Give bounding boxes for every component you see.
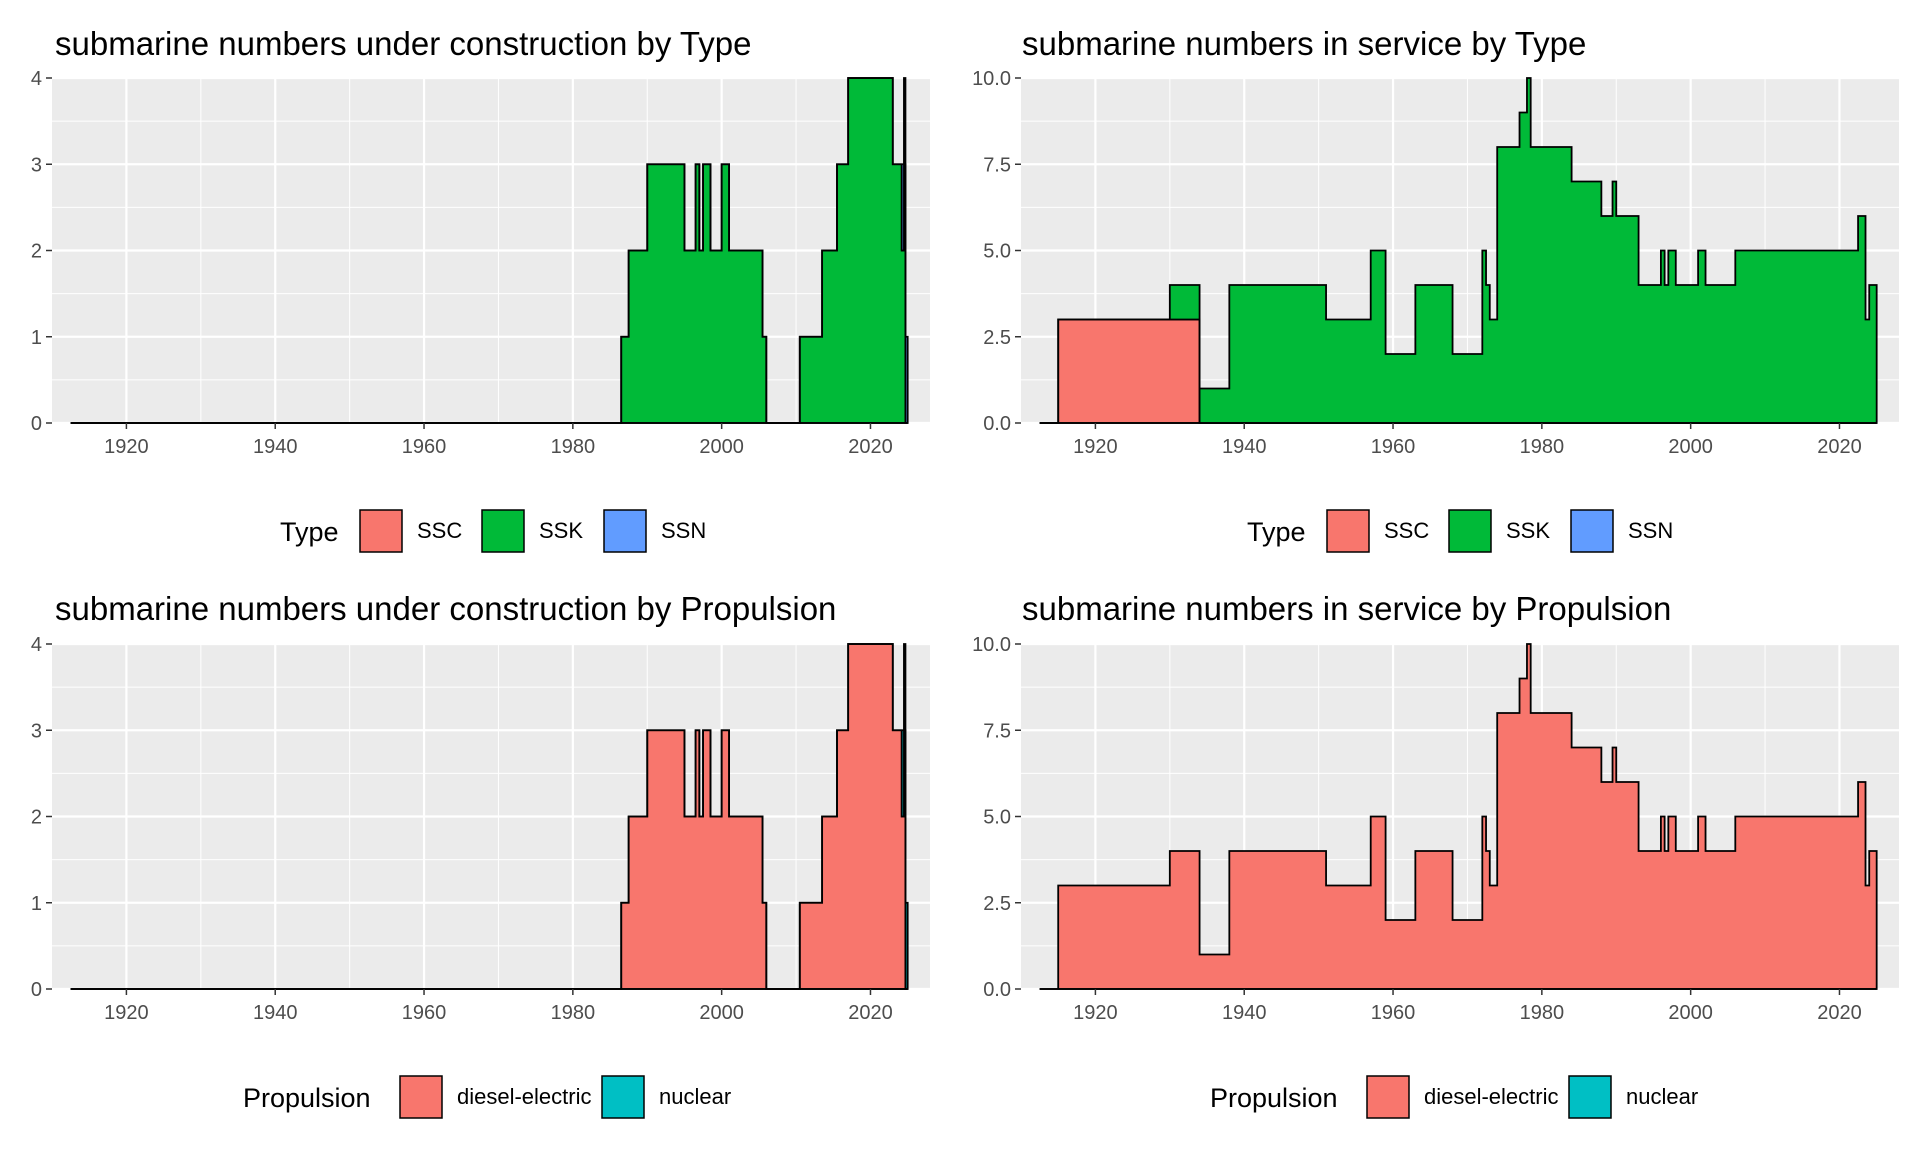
legend-label-diesel-electric: diesel-electric [457, 1084, 592, 1109]
legend-title: Propulsion [1210, 1083, 1338, 1113]
legend-title: Type [1247, 517, 1306, 547]
legend-label-SSC: SSC [1384, 518, 1429, 543]
y-tick-label: 1 [31, 327, 42, 349]
y-tick-label: 0.0 [983, 413, 1011, 435]
legend-key-SSN [603, 509, 647, 553]
legend: Propulsion diesel-electric nuclear [1210, 1075, 1698, 1119]
y-tick-label: 2 [31, 241, 42, 263]
x-tick-label: 2000 [1668, 436, 1713, 458]
legend-key-diesel-electric [1366, 1075, 1410, 1119]
legend-label-SSK: SSK [1506, 518, 1550, 543]
legend-key-SSN [1570, 509, 1614, 553]
x-tick-label: 1940 [1222, 1002, 1267, 1024]
y-tick-label: 3 [31, 154, 42, 176]
legend-label-SSN: SSN [661, 518, 706, 543]
legend-key-nuclear [601, 1075, 645, 1119]
y-tick-label: 4 [31, 634, 42, 656]
x-tick-label: 2020 [1817, 1002, 1862, 1024]
chart-title: submarine numbers in service by Propulsi… [1022, 590, 1671, 627]
x-tick-label: 1920 [104, 436, 149, 458]
x-tick-label: 1980 [1520, 436, 1565, 458]
legend-key-SSK [1448, 509, 1492, 553]
legend: Type SSC SSK SSN [280, 509, 706, 553]
x-tick-label: 2020 [848, 436, 893, 458]
legend: Propulsion diesel-electric nuclear [243, 1075, 731, 1119]
legend-title: Propulsion [243, 1083, 371, 1113]
legend-label-nuclear: nuclear [659, 1084, 731, 1109]
x-tick-label: 2020 [1817, 436, 1862, 458]
x-tick-label: 2000 [1668, 1002, 1713, 1024]
legend-label-SSK: SSK [539, 518, 583, 543]
x-tick-label: 2020 [848, 1002, 893, 1024]
x-tick-label: 1940 [1222, 436, 1267, 458]
x-tick-label: 1940 [253, 436, 298, 458]
legend-key-SSC [359, 509, 403, 553]
chart-panel-1: submarine numbers under construction by … [31, 25, 930, 553]
legend-key-SSC [1326, 509, 1370, 553]
x-tick-label: 1980 [1520, 1002, 1565, 1024]
y-tick-label: 0 [31, 979, 42, 1001]
legend-label-SSN: SSN [1628, 518, 1673, 543]
x-tick-label: 1920 [1073, 1002, 1118, 1024]
x-tick-label: 1960 [1371, 1002, 1416, 1024]
legend: Type SSC SSK SSN [1247, 509, 1673, 553]
legend-title: Type [280, 517, 339, 547]
y-tick-label: 10.0 [972, 68, 1011, 90]
x-tick-label: 1940 [253, 1002, 298, 1024]
y-tick-label: 10.0 [972, 634, 1011, 656]
y-tick-label: 7.5 [983, 720, 1011, 742]
y-tick-label: 7.5 [983, 154, 1011, 176]
legend-key-SSK [481, 509, 525, 553]
chart-title: submarine numbers under construction by … [55, 25, 751, 62]
y-tick-label: 0 [31, 413, 42, 435]
x-tick-label: 1920 [1073, 436, 1118, 458]
x-tick-label: 2000 [699, 436, 744, 458]
x-tick-label: 1980 [551, 1002, 596, 1024]
y-tick-label: 2.5 [983, 327, 1011, 349]
x-tick-label: 1920 [104, 1002, 149, 1024]
chart-title: submarine numbers in service by Type [1022, 25, 1586, 62]
y-tick-label: 2.5 [983, 893, 1011, 915]
x-tick-label: 1980 [551, 436, 596, 458]
y-tick-label: 2 [31, 807, 42, 829]
legend-key-nuclear [1568, 1075, 1612, 1119]
chart-panel-3: submarine numbers under construction by … [31, 590, 930, 1119]
legend-label-diesel-electric: diesel-electric [1424, 1084, 1559, 1109]
x-tick-label: 1960 [1371, 436, 1416, 458]
chart-panel-2: submarine numbers in service by Type 0.0 2… [972, 25, 1899, 553]
y-tick-label: 0.0 [983, 979, 1011, 1001]
x-tick-label: 2000 [699, 1002, 744, 1024]
x-tick-label: 1960 [402, 1002, 447, 1024]
legend-label-nuclear: nuclear [1626, 1084, 1698, 1109]
chart-title: submarine numbers under construction by … [55, 590, 836, 627]
chart-panel-4: submarine numbers in service by Propulsi… [972, 590, 1899, 1119]
legend-label-SSC: SSC [417, 518, 462, 543]
y-tick-label: 1 [31, 893, 42, 915]
y-tick-label: 5.0 [983, 807, 1011, 829]
y-tick-label: 3 [31, 720, 42, 742]
x-tick-label: 1960 [402, 436, 447, 458]
y-tick-label: 4 [31, 68, 42, 90]
y-tick-label: 5.0 [983, 241, 1011, 263]
legend-key-diesel-electric [399, 1075, 443, 1119]
